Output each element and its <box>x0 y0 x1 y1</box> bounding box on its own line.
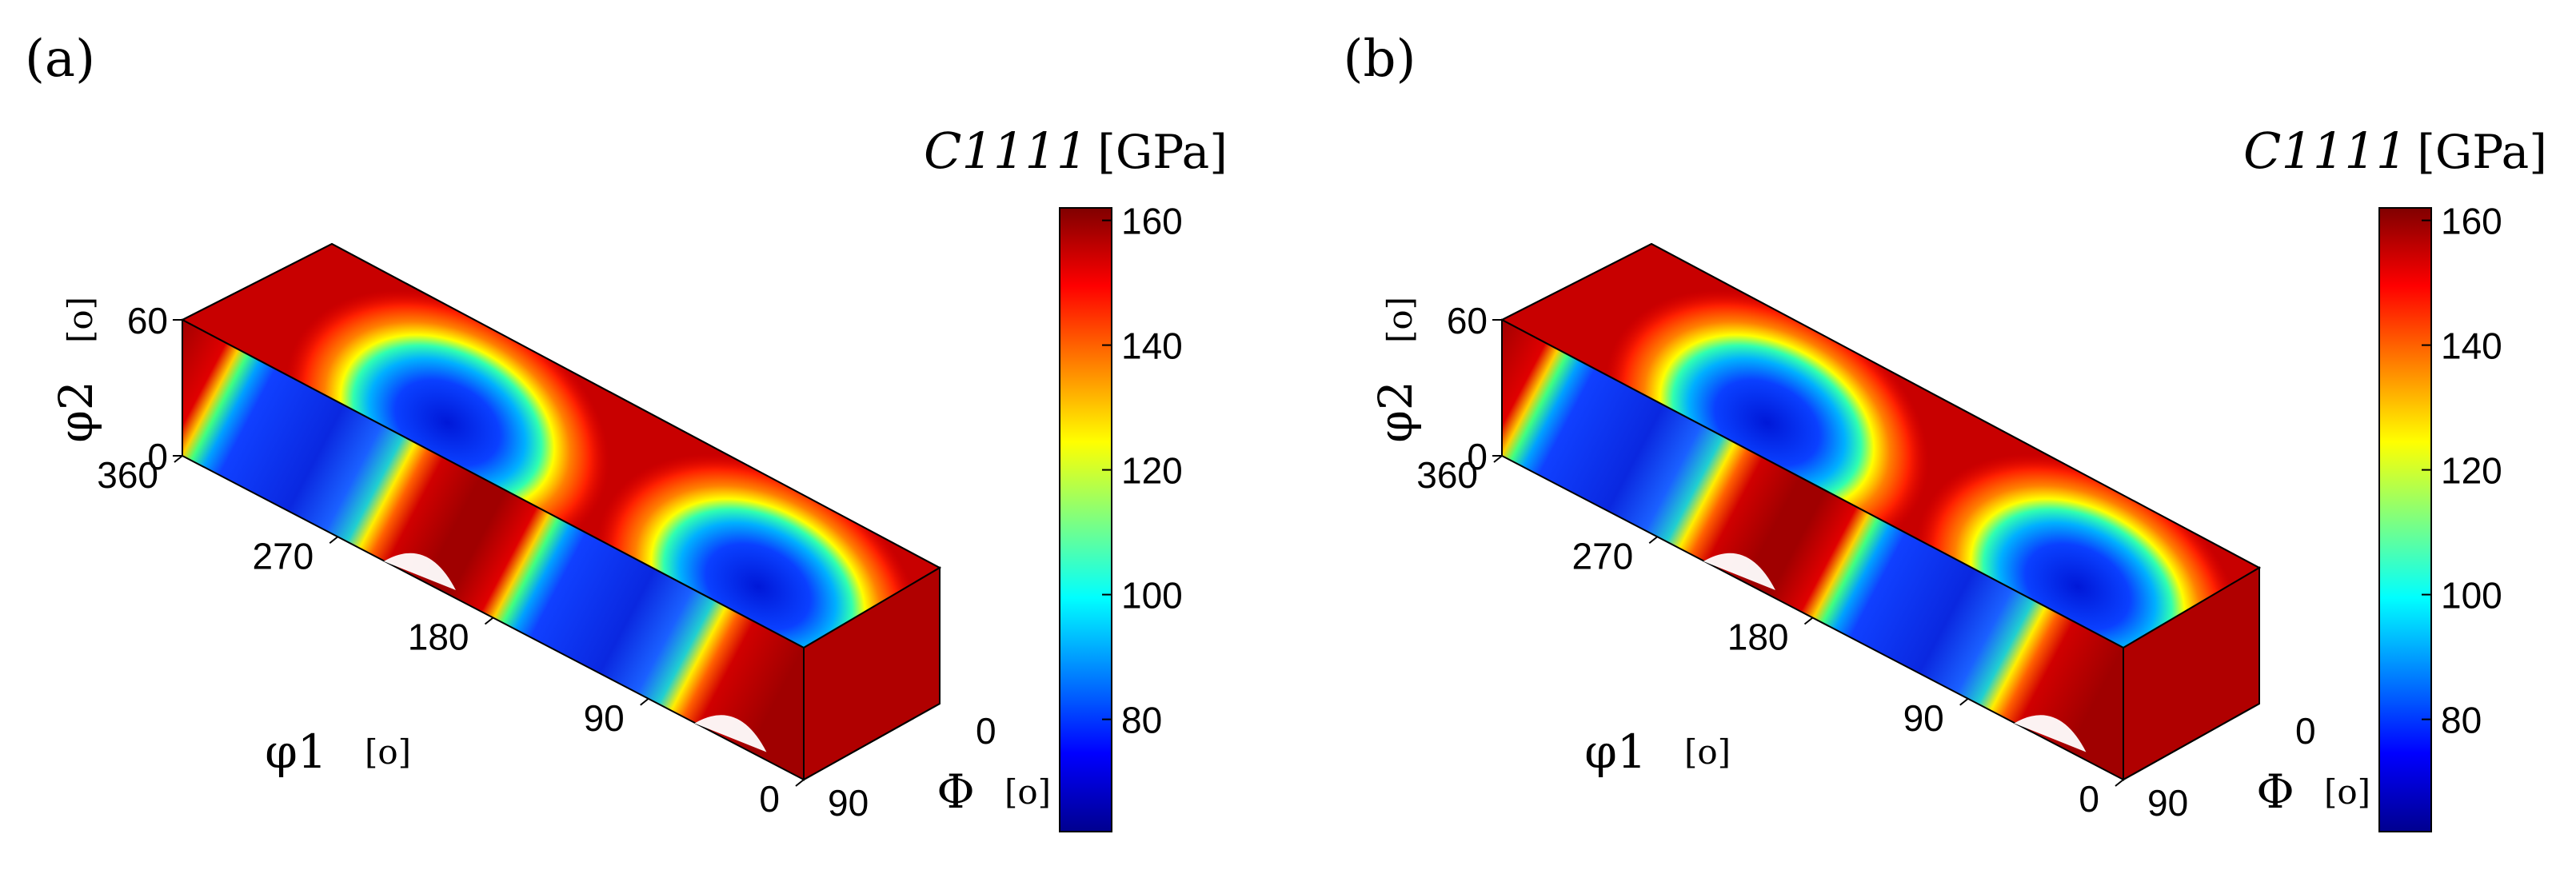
minimum-spot <box>694 715 767 752</box>
phi2-axis-label: φ2 <box>1368 381 1423 443</box>
Phi-tick-label: 90 <box>2147 782 2188 824</box>
colorbar-tick-label: 80 <box>2441 700 2482 741</box>
colorbar-tick-label: 160 <box>2441 201 2502 242</box>
panel-label: (a) <box>25 30 95 89</box>
minimum-spot <box>1703 553 1775 590</box>
Phi-axis-unit: [o] <box>2324 772 2370 812</box>
top-lobe <box>596 453 921 648</box>
phi2-axis-unit: [o] <box>1380 297 1420 343</box>
phi1-tick-label: 360 <box>1416 454 1478 496</box>
phi1-tick-label: 90 <box>1903 697 1944 739</box>
phi1-tick <box>640 697 649 706</box>
phi1-axis-unit: [o] <box>1684 732 1731 772</box>
phi1-tick-label: 180 <box>1727 617 1789 658</box>
phi2-axis-unit: [o] <box>61 297 100 343</box>
phi1-axis-label: φ1 <box>265 724 327 779</box>
colorbar-title: C1111 [GPa] <box>2243 122 2547 180</box>
phi1-tick <box>1648 536 1658 545</box>
phi1-tick <box>1959 697 1969 706</box>
colorbar <box>1059 207 1112 832</box>
phi1-tick <box>1803 617 1814 625</box>
panel-label: (b) <box>1344 30 1416 89</box>
phi1-tick-label: 180 <box>408 617 469 658</box>
minimum-spot <box>383 553 456 590</box>
phi2-axis-label: φ2 <box>49 381 103 443</box>
Phi-tick-label: 0 <box>976 710 996 752</box>
phi1-tick-label: 0 <box>2079 778 2099 820</box>
phi2-tick-label: 0 <box>147 436 168 477</box>
phi2-tick-label: 60 <box>1447 300 1488 341</box>
phi1-tick-label: 270 <box>1572 535 1634 577</box>
colorbar-tick-label: 80 <box>1121 700 1162 741</box>
phi1-tick-label: 90 <box>584 697 625 739</box>
phi1-axis-label: φ1 <box>1584 724 1647 779</box>
colorbar-tick-label: 120 <box>2441 450 2502 492</box>
phi2-tick-label: 0 <box>1467 436 1488 477</box>
minimum-spot <box>2014 715 2087 752</box>
phi1-tick <box>329 536 338 545</box>
colorbar-tick-label: 100 <box>2441 575 2502 617</box>
colorbar-title: C1111 [GPa] <box>924 122 1228 180</box>
phi1-tick <box>174 455 183 463</box>
phi1-tick <box>1493 455 1503 463</box>
Phi-axis-unit: [o] <box>1004 772 1051 812</box>
Phi-axis-label: Φ <box>2256 764 2294 819</box>
Phi-tick-label: 0 <box>2295 710 2316 752</box>
phi1-tick-label: 360 <box>97 454 158 496</box>
Phi-axis-label: Φ <box>937 764 975 819</box>
top-lobe <box>1915 453 2240 648</box>
phi1-tick <box>2115 779 2124 787</box>
Phi-tick-label: 90 <box>828 782 869 824</box>
phi1-tick <box>795 779 805 787</box>
colorbar-tick-label: 160 <box>1121 201 1183 242</box>
colorbar-tick-label: 140 <box>2441 325 2502 367</box>
colorbar-tick-label: 120 <box>1121 450 1183 492</box>
phi1-tick <box>484 617 494 625</box>
colorbar <box>2378 207 2432 832</box>
phi1-tick-label: 0 <box>759 778 780 820</box>
colorbar-tick-label: 140 <box>1121 325 1183 367</box>
colorbar-tick-label: 100 <box>1121 575 1183 617</box>
phi1-axis-unit: [o] <box>365 732 411 772</box>
phi2-tick-label: 60 <box>127 300 168 341</box>
phi1-tick-label: 270 <box>253 535 314 577</box>
